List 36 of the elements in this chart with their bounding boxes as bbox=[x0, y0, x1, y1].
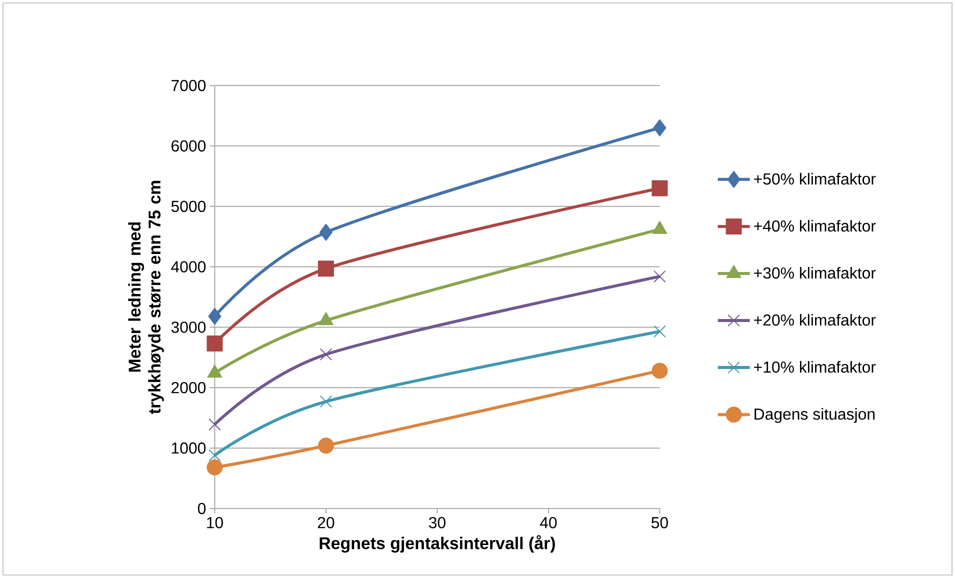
legend-label: +30% klimafaktor bbox=[754, 266, 876, 279]
y-tick-label: 1000 bbox=[172, 442, 206, 454]
point bbox=[320, 348, 332, 361]
x-axis-title: Regnets gjentaksintervall (år) bbox=[320, 535, 555, 553]
point bbox=[208, 449, 221, 462]
legend-label: +10% klimafaktor bbox=[754, 361, 876, 373]
legend-label: +50% klimafaktor bbox=[754, 172, 876, 185]
y-tick-label: 7000 bbox=[172, 80, 206, 92]
point bbox=[652, 180, 668, 196]
y-tick-label: 3000 bbox=[171, 322, 206, 333]
legend-label: +20% klimafaktor bbox=[754, 314, 876, 326]
y-tick-label: 2000 bbox=[172, 382, 206, 394]
point bbox=[653, 119, 666, 136]
point bbox=[654, 325, 666, 338]
legend-label: Dagens situasjon bbox=[754, 408, 875, 423]
legend-label: +40% klimafaktor bbox=[754, 220, 876, 232]
x-tick-label: 30 bbox=[428, 517, 446, 528]
point bbox=[208, 418, 221, 431]
y-axis-title: Meter ledning med trykkhøyde større enn 75 cm bbox=[128, 180, 164, 414]
point bbox=[318, 260, 334, 277]
point bbox=[320, 395, 332, 408]
x-tick-label: 50 bbox=[651, 517, 668, 528]
y-tick-label: 6000 bbox=[172, 140, 206, 152]
y-tick-label: 4000 bbox=[171, 261, 206, 272]
x-tick-label: 10 bbox=[207, 517, 223, 528]
y-tick-label: 0 bbox=[198, 502, 206, 514]
y-tick-label: 5000 bbox=[171, 200, 206, 212]
point bbox=[206, 336, 223, 352]
point bbox=[208, 308, 222, 325]
x-tick-label: 40 bbox=[540, 517, 557, 528]
point bbox=[318, 438, 334, 454]
point bbox=[206, 459, 223, 476]
x-tick-label: 20 bbox=[318, 517, 334, 528]
point bbox=[319, 224, 332, 241]
point bbox=[652, 362, 668, 379]
point bbox=[654, 270, 666, 283]
